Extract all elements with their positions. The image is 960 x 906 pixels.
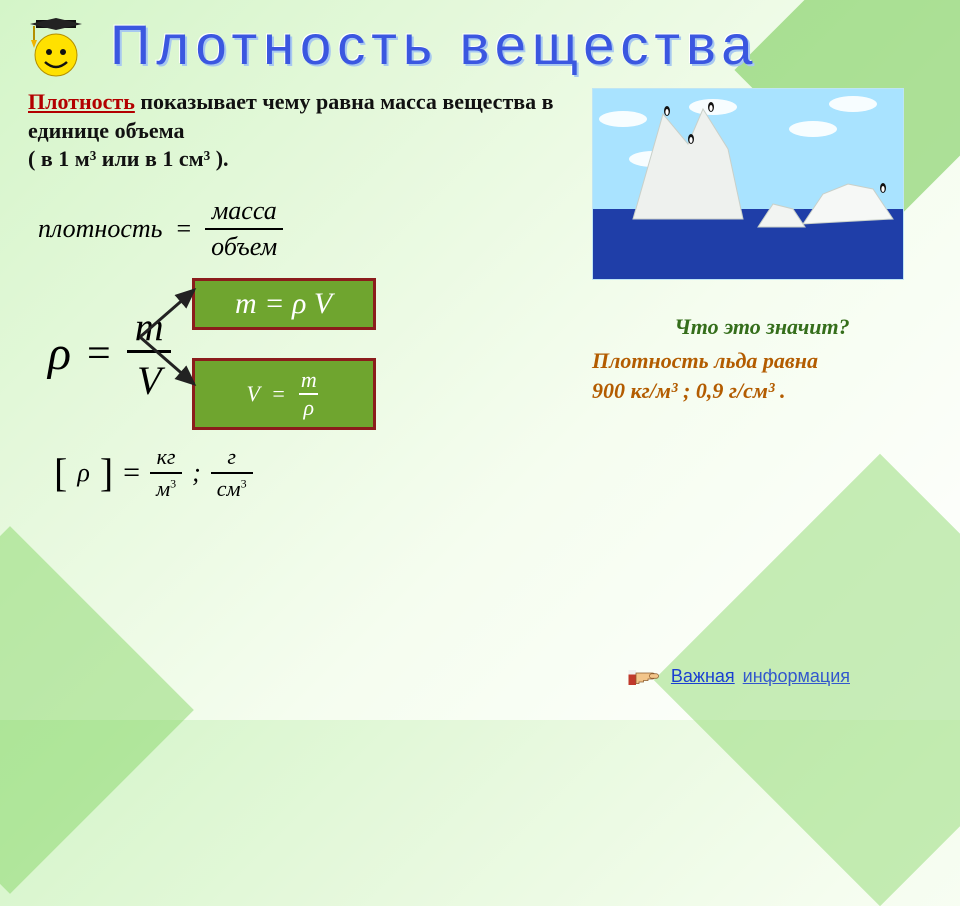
definition-paren: ( в 1 м³ или в 1 см³ ). xyxy=(28,146,229,171)
rho-symbol: ρ xyxy=(48,326,71,381)
u1-den: м3 xyxy=(150,472,182,502)
bracket-right-icon: ] xyxy=(100,449,113,496)
u2-den: см3 xyxy=(211,472,253,502)
slide-title: Плотность вещества xyxy=(110,12,758,77)
box-v-num: m xyxy=(297,367,321,393)
box-v-eq: = xyxy=(271,381,286,407)
ice-line2: 900 кг/м³ ; 0,9 г/см³ . xyxy=(592,378,786,403)
pointing-hand-icon xyxy=(627,658,663,694)
formula-words: плотность = масса объем xyxy=(38,196,562,262)
box-m-rho: ρ xyxy=(292,287,306,321)
box-m-lhs: m xyxy=(235,287,257,321)
u2-num: г xyxy=(221,444,242,472)
formula-box-m: m = ρ V xyxy=(192,278,376,330)
equals-sign: = xyxy=(87,330,111,378)
question-text: Что это значит? xyxy=(592,314,932,340)
definition-text: Плотность показывает чему равна масса ве… xyxy=(28,88,562,174)
scholar-smiley-icon xyxy=(28,18,92,82)
ice-line1: Плотность льда равна xyxy=(592,348,818,373)
term: Плотность xyxy=(28,89,135,114)
equals-sign: = xyxy=(176,214,191,244)
important-link-trail[interactable]: информация xyxy=(743,666,850,687)
right-column: Что это значит? Плотность льда равна 900… xyxy=(592,88,932,502)
units-sep: ; xyxy=(192,458,201,488)
header: Плотность вещества xyxy=(28,18,932,82)
equals-sign: = xyxy=(123,456,140,490)
formula-lhs: плотность xyxy=(38,214,162,244)
derived-formulas: m = ρ V V = m ρ xyxy=(192,278,376,430)
formula-box-v: V = m ρ xyxy=(192,358,376,430)
bracket-left-icon: [ xyxy=(54,449,67,496)
arrows-icon xyxy=(134,272,204,402)
u1-num: кг xyxy=(151,444,182,472)
ice-density-text: Плотность льда равна 900 кг/м³ ; 0,9 г/с… xyxy=(592,346,932,405)
unit-frac-2: г см3 xyxy=(211,444,253,502)
unit-frac-1: кг м3 xyxy=(150,444,182,502)
units-line: [ ρ ] = кг м3 ; г см3 xyxy=(54,444,562,502)
units-rho: ρ xyxy=(77,458,89,488)
box-m-eq: = xyxy=(264,287,284,321)
important-link[interactable]: Важная xyxy=(671,666,735,687)
left-column: Плотность показывает чему равна масса ве… xyxy=(28,88,562,502)
box-v-frac: m ρ xyxy=(297,367,321,421)
frac-den: объем xyxy=(205,228,283,262)
fraction-words: масса объем xyxy=(205,196,283,262)
box-v-den: ρ xyxy=(299,393,318,421)
box-m-v: V xyxy=(314,287,332,321)
frac-num: масса xyxy=(206,196,283,228)
formula-row-symbols: ρ = m V m = xyxy=(28,278,562,430)
iceberg-illustration xyxy=(592,88,904,280)
important-info-link-row: Важная информация xyxy=(627,658,850,694)
box-v-lhs: V xyxy=(247,381,260,407)
